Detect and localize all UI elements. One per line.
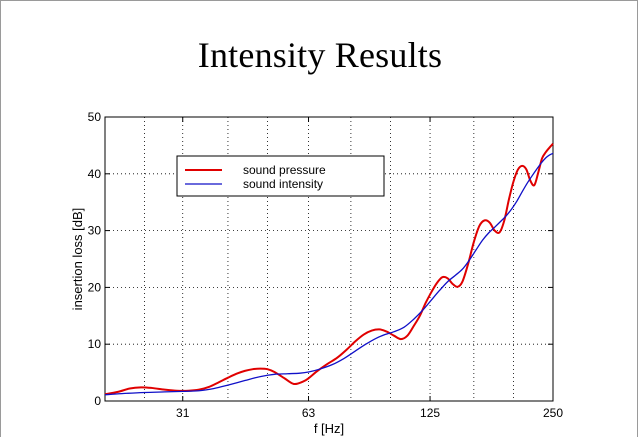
x-tick-label: 31 — [176, 406, 190, 420]
series-line-sound-intensity — [104, 152, 554, 396]
y-tick-label: 30 — [88, 224, 102, 238]
y-tick-label: 50 — [88, 110, 102, 124]
plot-area — [104, 116, 554, 402]
series-line-sound-pressure — [104, 143, 554, 396]
y-tick-label: 10 — [88, 337, 102, 351]
x-tick-label: 250 — [543, 406, 563, 420]
y-tick-label: 0 — [94, 394, 101, 408]
series — [104, 143, 554, 396]
y-axis-label: insertion loss [dB] — [70, 208, 85, 311]
x-tick-label: 125 — [420, 406, 440, 420]
y-tick-label: 40 — [88, 167, 102, 181]
x-tick-label: 63 — [302, 406, 316, 420]
y-tick-label: 20 — [88, 280, 102, 294]
legend-box — [176, 155, 385, 197]
legend-label-sound-pressure: sound pressure — [243, 163, 326, 177]
axis-ticks: 31 63 125 250 0 10 20 30 40 50 — [88, 110, 564, 420]
legend: sound pressure sound intensity — [176, 155, 385, 197]
legend-label-sound-intensity: sound intensity — [243, 177, 323, 191]
x-axis-label: f [Hz] — [314, 421, 344, 436]
slide-title: Intensity Results — [197, 35, 443, 75]
